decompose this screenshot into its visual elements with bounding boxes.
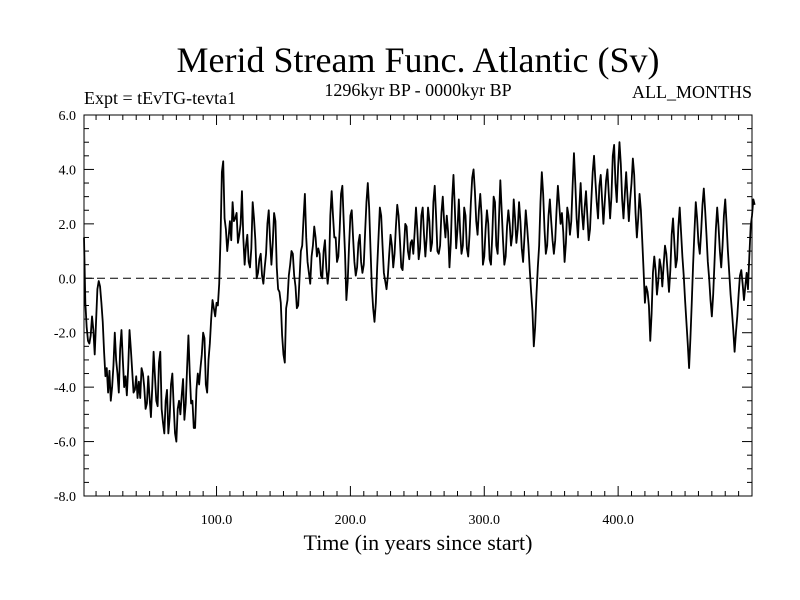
x-tick-label: 300.0 (469, 513, 501, 528)
y-tick-label: 0.0 (59, 272, 77, 287)
y-tick-label: -6.0 (54, 436, 76, 451)
x-tick-label: 100.0 (201, 513, 233, 528)
x-axis: 100.0 200.0 300.0 400.0 (95, 115, 753, 528)
y-tick-label: -8.0 (54, 490, 76, 505)
y-axis: -8.0 -6.0 -4.0 -2.0 0.0 2.0 4.0 6.0 (54, 109, 752, 505)
y-tick-label: 2.0 (59, 218, 77, 233)
y-tick-label: 4.0 (59, 163, 77, 178)
experiment-label: Expt = tEvTG-tevta1 (84, 88, 236, 108)
y-tick-label: -2.0 (54, 327, 76, 342)
months-label: ALL_MONTHS (632, 82, 752, 102)
x-axis-label: Time (in years since start) (304, 530, 533, 555)
y-tick-label: -4.0 (54, 381, 76, 396)
x-tick-label: 400.0 (602, 513, 634, 528)
y-tick-label: 6.0 (59, 109, 77, 124)
stream-function-series-line (83, 141, 756, 443)
chart-title: Merid Stream Func. Atlantic (Sv) (177, 40, 660, 80)
time-range-label: 1296kyr BP - 0000kyr BP (324, 80, 511, 100)
x-tick-label: 200.0 (335, 513, 367, 528)
